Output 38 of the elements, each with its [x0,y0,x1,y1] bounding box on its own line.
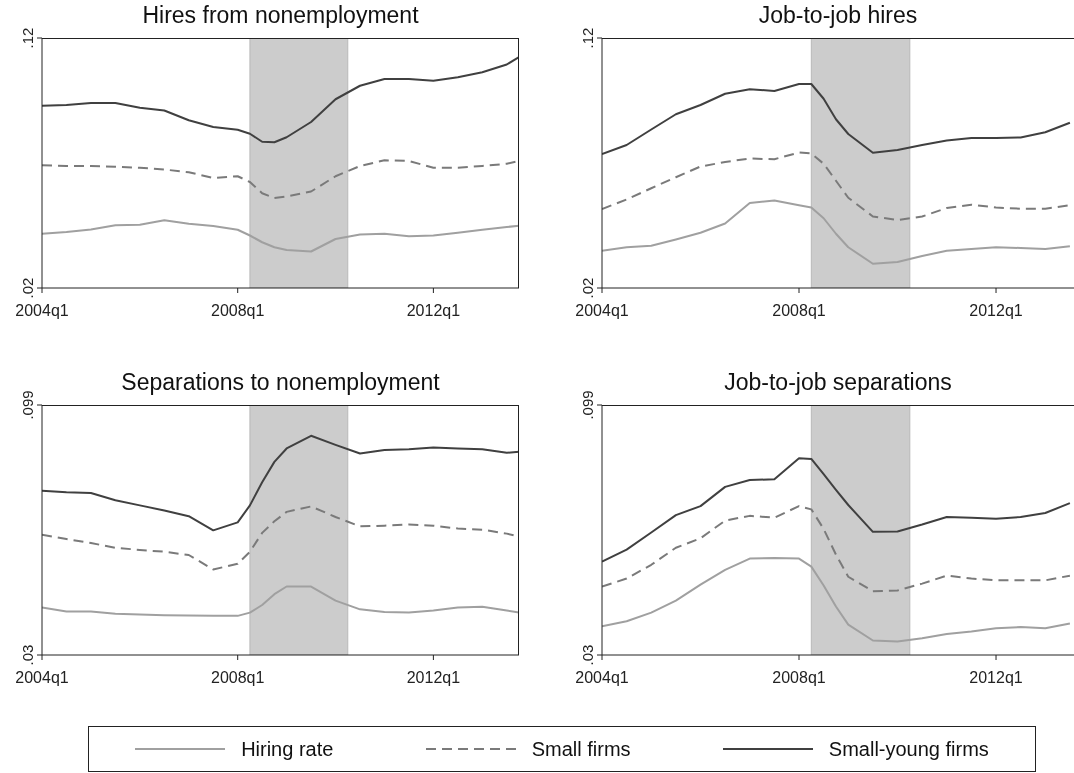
y-tick-label: .099 [579,390,596,420]
x-tick-label: 2004q1 [575,669,629,687]
chart-title: Separations to nonemployment [120,369,441,396]
legend-label: Small-young firms [828,737,989,761]
y-tick-label: .02 [19,277,36,299]
chart-title: Hires from nonemployment [141,2,420,29]
y-tick-label: .03 [19,644,36,666]
chart-title: Job-to-job hires [757,2,919,29]
line-series [602,457,1071,563]
x-tick-label: 2008q1 [211,302,265,320]
line-series [42,219,519,253]
chart-title: Job-to-job separations [723,369,953,396]
x-tick-label: 2008q1 [211,669,265,687]
y-tick-label: .12 [19,27,36,49]
line-series [602,83,1071,155]
x-tick-label: 2012q1 [406,669,461,687]
x-tick-label: 2004q1 [15,302,69,320]
y-tick-label: .03 [579,644,596,666]
line-series [42,159,519,199]
line-series [602,556,1071,643]
y-tick-label: .12 [579,27,596,49]
line-series [42,585,519,617]
x-tick-label: 2008q1 [772,302,826,320]
line-series [42,56,519,144]
x-tick-label: 2004q1 [15,669,69,687]
x-tick-label: 2012q1 [969,669,1023,687]
line-series [42,434,519,532]
y-tick-label: .099 [19,390,36,420]
line-series [602,151,1071,221]
y-tick-label: .02 [579,277,596,299]
line-series [602,505,1071,593]
x-tick-label: 2012q1 [406,302,461,320]
line-series [602,199,1071,265]
x-tick-label: 2012q1 [969,302,1023,320]
legend-label: Hiring rate [241,737,334,761]
legend-label: Small firms [531,737,631,761]
x-tick-label: 2004q1 [575,302,629,320]
x-tick-label: 2008q1 [772,669,826,687]
